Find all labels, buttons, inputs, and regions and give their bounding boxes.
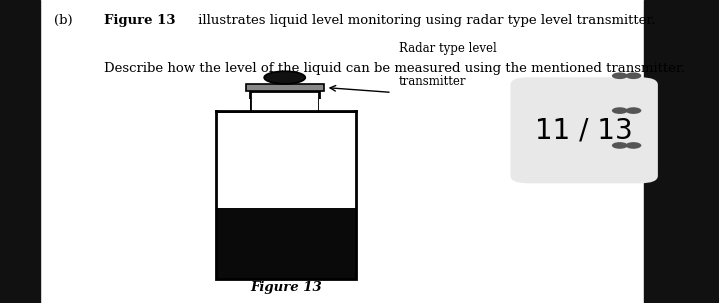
Text: illustrates liquid level monitoring using radar type level transmitter.: illustrates liquid level monitoring usin… — [194, 14, 656, 27]
Bar — [218, 99, 250, 111]
Bar — [250, 91, 319, 111]
Circle shape — [626, 107, 641, 114]
Text: Describe how the level of the liquid can be measured using the mentioned transmi: Describe how the level of the liquid can… — [104, 62, 685, 75]
Bar — [0, 0, 40, 303]
Text: Figure 13: Figure 13 — [104, 14, 175, 27]
Bar — [319, 99, 354, 111]
Circle shape — [626, 142, 641, 149]
Circle shape — [612, 142, 628, 149]
Text: transmitter: transmitter — [399, 75, 467, 88]
Circle shape — [626, 72, 641, 79]
Circle shape — [612, 107, 628, 114]
Circle shape — [612, 72, 628, 79]
Bar — [216, 208, 356, 279]
Ellipse shape — [264, 71, 306, 84]
Text: Radar type level: Radar type level — [399, 42, 497, 55]
Bar — [644, 0, 719, 303]
Text: Figure 13: Figure 13 — [250, 281, 321, 294]
Text: (b): (b) — [54, 14, 73, 27]
FancyBboxPatch shape — [510, 77, 658, 183]
Text: 11 / 13: 11 / 13 — [536, 116, 633, 144]
Bar — [246, 84, 324, 91]
Bar — [216, 111, 356, 279]
